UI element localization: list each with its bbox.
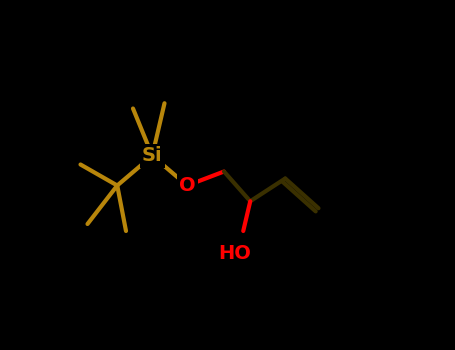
Text: HO: HO <box>218 244 251 263</box>
Text: Si: Si <box>142 146 162 165</box>
Text: O: O <box>179 176 196 195</box>
